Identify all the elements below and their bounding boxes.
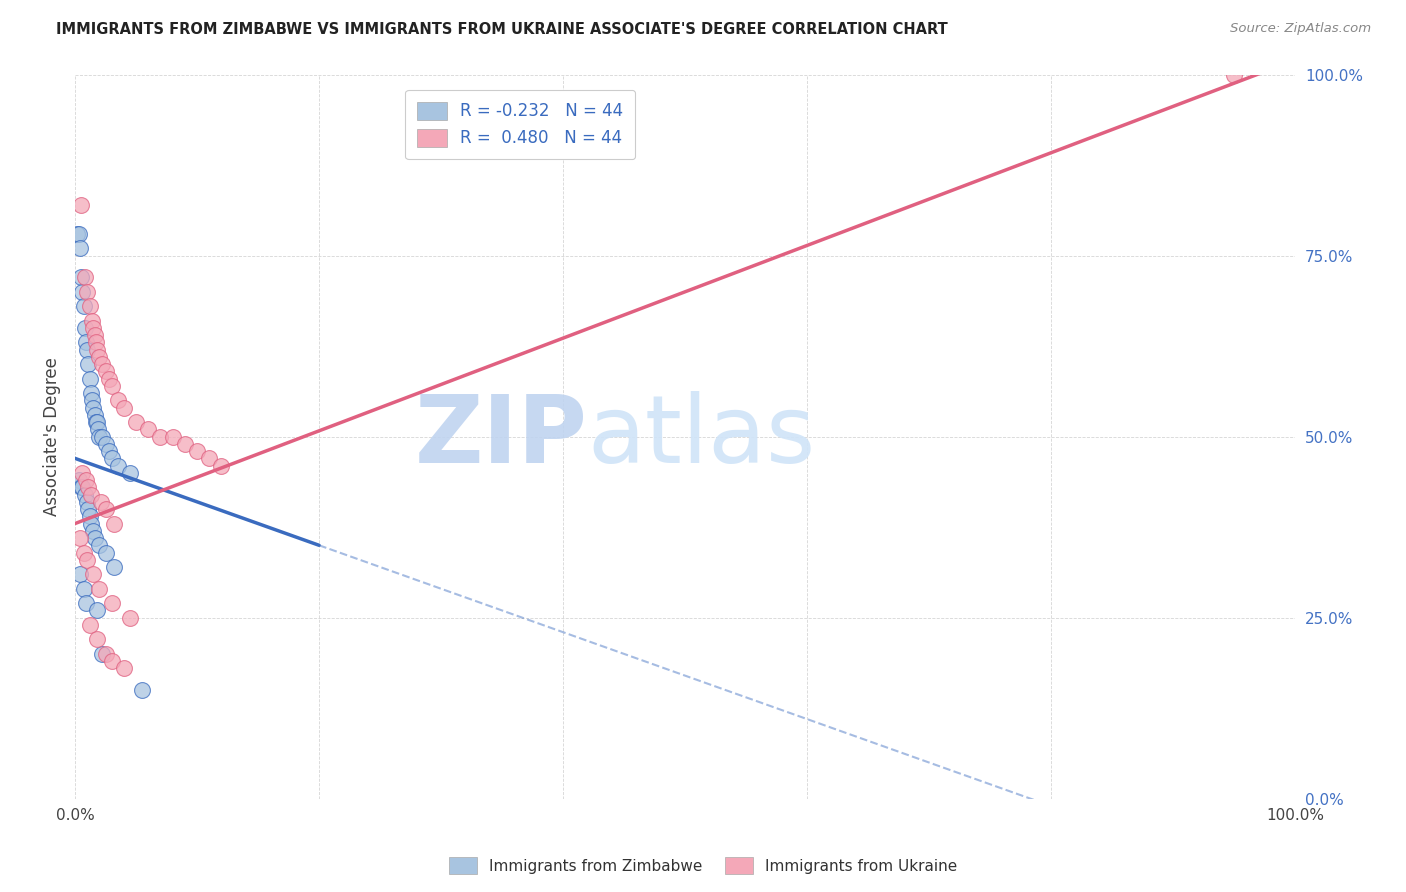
Point [80, 393, 103, 408]
Point [94, 647, 117, 661]
Point [94, 437, 117, 451]
Point [89, 350, 111, 364]
Point [72, 466, 94, 480]
Point [173, 437, 195, 451]
Point [94, 502, 117, 516]
Point [77, 480, 100, 494]
Text: atlas: atlas [588, 391, 815, 483]
Point [69, 531, 91, 545]
Point [82, 567, 104, 582]
Point [83, 531, 105, 545]
Point [82, 524, 104, 538]
Point [80, 314, 103, 328]
Point [131, 683, 153, 698]
Point [76, 553, 98, 567]
Point [66, 227, 89, 241]
Point [75, 596, 97, 610]
Point [86, 632, 108, 647]
Point [198, 451, 221, 466]
Point [103, 516, 125, 531]
Point [90, 647, 112, 661]
Point [112, 401, 135, 415]
Point [76, 285, 98, 299]
Point [82, 321, 104, 335]
Point [72, 480, 94, 494]
Point [70, 270, 93, 285]
Point [72, 545, 94, 559]
Point [79, 299, 101, 313]
Point [79, 618, 101, 632]
Point [118, 466, 141, 480]
Point [1223, 68, 1246, 82]
Point [77, 502, 100, 516]
Text: ZIP: ZIP [415, 391, 588, 483]
Point [100, 451, 122, 466]
Point [79, 372, 101, 386]
Point [100, 596, 122, 610]
Point [90, 430, 112, 444]
Point [69, 241, 91, 255]
Point [98, 444, 121, 458]
Point [162, 430, 184, 444]
Point [73, 487, 96, 501]
Point [84, 335, 107, 350]
Point [90, 357, 112, 371]
Point [84, 415, 107, 429]
Point [136, 422, 159, 436]
Point [80, 516, 103, 531]
Point [89, 538, 111, 552]
Point [100, 654, 122, 668]
Point [67, 227, 90, 241]
Point [80, 487, 103, 501]
Point [100, 379, 122, 393]
Point [70, 198, 93, 212]
Point [75, 335, 97, 350]
Point [107, 393, 129, 408]
Point [72, 582, 94, 596]
Point [125, 415, 148, 429]
Point [70, 480, 93, 494]
Point [87, 422, 110, 436]
Point [80, 386, 103, 401]
Point [73, 270, 96, 285]
Point [82, 401, 104, 415]
Legend: Immigrants from Zimbabwe, Immigrants from Ukraine: Immigrants from Zimbabwe, Immigrants fro… [443, 851, 963, 880]
Point [67, 473, 90, 487]
Point [75, 473, 97, 487]
Point [94, 364, 117, 378]
Point [90, 495, 112, 509]
Point [77, 357, 100, 371]
Point [86, 603, 108, 617]
Point [72, 299, 94, 313]
Point [83, 408, 105, 422]
Point [112, 661, 135, 675]
Point [73, 321, 96, 335]
Text: IMMIGRANTS FROM ZIMBABWE VS IMMIGRANTS FROM UKRAINE ASSOCIATE'S DEGREE CORRELATI: IMMIGRANTS FROM ZIMBABWE VS IMMIGRANTS F… [56, 22, 948, 37]
Text: Source: ZipAtlas.com: Source: ZipAtlas.com [1230, 22, 1371, 36]
Point [107, 458, 129, 473]
Point [86, 415, 108, 429]
Point [86, 343, 108, 357]
Point [69, 567, 91, 582]
Legend: R = -0.232   N = 44, R =  0.480   N = 44: R = -0.232 N = 44, R = 0.480 N = 44 [405, 90, 636, 159]
Point [76, 495, 98, 509]
Y-axis label: Associate's Degree: Associate's Degree [44, 357, 60, 516]
Point [209, 458, 232, 473]
Point [94, 545, 117, 559]
Point [118, 610, 141, 624]
Point [72, 285, 94, 299]
Point [83, 328, 105, 343]
Point [103, 560, 125, 574]
Point [76, 343, 98, 357]
Point [89, 582, 111, 596]
Point [149, 430, 172, 444]
Point [79, 509, 101, 524]
Point [186, 444, 208, 458]
Point [98, 372, 121, 386]
Point [89, 430, 111, 444]
